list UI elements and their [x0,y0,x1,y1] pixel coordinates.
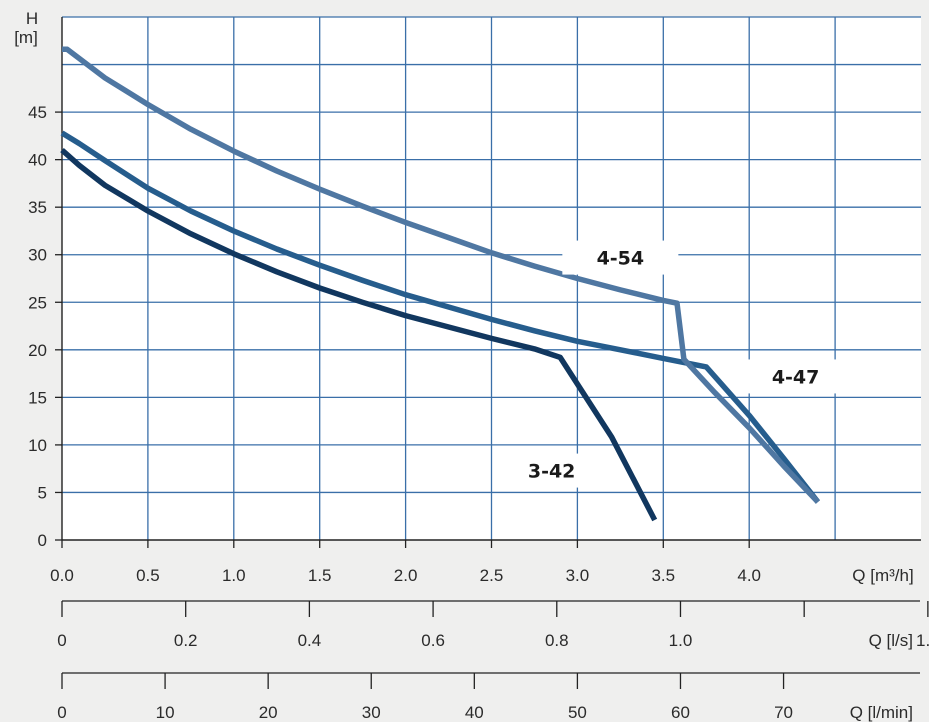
y-tick-label: 45 [28,103,47,122]
x-tick-label: 4.0 [737,566,761,585]
x-tick-label: 0.0 [50,566,74,585]
secondary-tick-label: 60 [671,703,690,722]
secondary-tick-label: 0.6 [421,631,445,650]
curve-4-54 [62,46,820,504]
secondary-tick-label: 0 [57,703,66,722]
x-tick-label: 1.5 [308,566,332,585]
secondary-axes: 0 0.2 0.4 0.6 0.8 1.0 1.4Q [l/s] 0 10 20 30 40 50 60 7… [57,600,929,722]
x-tick-label: 3.5 [651,566,675,585]
secondary-tick-label: 0.4 [298,631,322,650]
y-tick-label: 20 [28,341,47,360]
secondary-tick-label: 30 [362,703,381,722]
x-axis-label: Q [m³/h] [852,566,913,585]
y-axis-symbol: H [26,9,38,28]
secondary-axis-label: Q [l/min] [850,703,913,722]
secondary-tick-label: 70 [774,703,793,722]
secondary-tick-label: 10 [156,703,175,722]
curve-labels: 4-54 4-47 3-42 [493,240,854,488]
y-tick-label: 0 [38,531,47,550]
secondary-tick-label: 40 [465,703,484,722]
x-tick-label: 3.0 [566,566,590,585]
curve-4-47 [60,130,821,504]
y-tick-label: 10 [28,436,47,455]
curve-label-bg [562,240,679,275]
curve-label-bg [493,453,610,488]
y-axis-unit: [m] [14,28,38,47]
y-tick-label: 15 [28,388,47,407]
y-tick-label: 30 [28,246,47,265]
secondary-tick-label: 0 [57,631,66,650]
axes: 0 5 10 15 20 25 30 35 40 45 H[m] 0.0 0.5 1.0 1.5 2.0 2.5… [14,9,921,585]
x-tick-label: 0.5 [136,566,160,585]
secondary-tick-label: 1.0 [669,631,693,650]
secondary-tick-label: 0.2 [174,631,198,650]
secondary-tick-label: 1.4 [916,631,929,650]
curve-label-4-54: 4-54 [597,248,645,270]
secondary-axis-label: Q [l/s] [869,631,913,650]
y-tick-label: 25 [28,293,47,312]
secondary-tick-label: 20 [259,703,278,722]
y-tick-label: 35 [28,198,47,217]
secondary-tick-label: 50 [568,703,587,722]
x-tick-label: 1.0 [222,566,246,585]
y-tick-label: 40 [28,151,47,170]
curve-3-42 [60,148,658,522]
x-tick-label: 2.0 [394,566,418,585]
curve-label-bg [737,359,854,394]
secondary-tick-label: 0.8 [545,631,569,650]
x-tick-label: 2.5 [480,566,504,585]
y-tick-label: 5 [38,483,47,502]
curves [60,46,821,522]
curve-label-4-47: 4-47 [772,366,820,388]
curve-label-3-42: 3-42 [528,461,576,483]
